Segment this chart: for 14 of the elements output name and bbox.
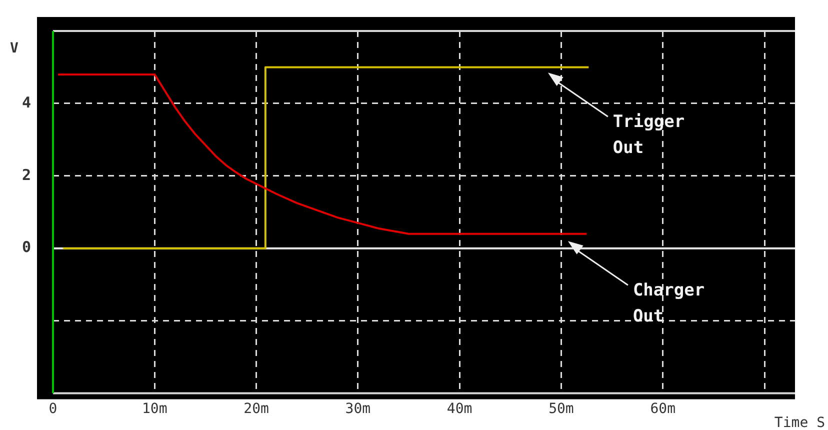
x-tick-label: 50m [548,401,574,418]
x-axis-title: Time S [774,414,825,430]
x-tick-label: 40m [446,401,472,418]
x-tick-label: 20m [244,401,269,418]
annotation: Trigger Out [612,112,685,158]
x-tick-label: 10m [142,401,168,418]
annotation: Charger Out [632,280,705,326]
y-tick-label: 4 [22,93,31,112]
x-tick-label: 0 [48,401,58,418]
x-tick-label: 30m [345,401,371,418]
y-axis-title: V [10,40,19,57]
y-tick-label: 0 [22,238,31,256]
y-tick-label: 2 [22,166,31,184]
x-tick-label: 60m [650,401,676,418]
